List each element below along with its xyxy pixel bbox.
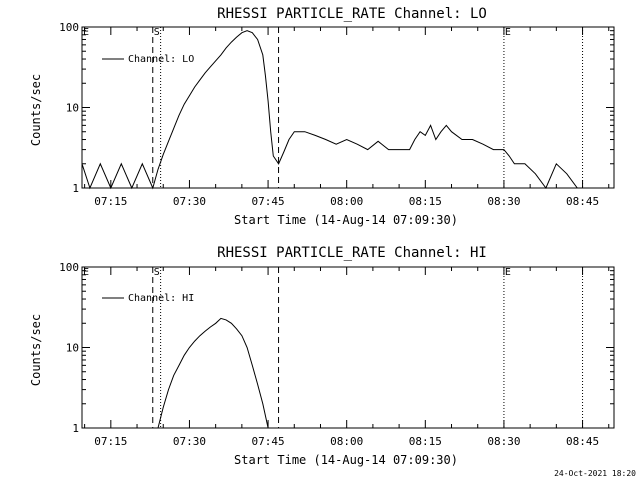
y-tick-label: 1 — [72, 182, 79, 195]
timestamp: 24-Oct-2021 18:20 — [554, 469, 636, 478]
x-tick-label: 07:30 — [173, 195, 206, 208]
series-line — [157, 317, 269, 429]
marker-label: S — [154, 267, 160, 278]
x-tick-label: 07:15 — [94, 435, 127, 448]
x-axis-label: Start Time (14-Aug-14 07:09:30) — [234, 453, 458, 467]
y-axis-label: Counts/sec — [29, 314, 43, 386]
y-tick-label: 1 — [72, 422, 79, 435]
marker-label: E — [83, 27, 89, 38]
y-tick-label: 10 — [66, 102, 79, 115]
x-tick-label: 08:15 — [409, 435, 442, 448]
y-tick-label: 100 — [59, 21, 79, 34]
x-axis-label: Start Time (14-Aug-14 07:09:30) — [234, 213, 458, 227]
plot-frame — [81, 26, 615, 189]
y-tick-label: 100 — [59, 261, 79, 274]
x-tick-label: 08:30 — [487, 435, 520, 448]
x-tick-label: 08:45 — [566, 435, 599, 448]
marker-label: S — [154, 27, 160, 38]
series-line — [81, 30, 588, 190]
x-tick-label: 07:45 — [252, 195, 285, 208]
marker-label: E — [505, 27, 511, 38]
x-tick-label: 07:45 — [252, 435, 285, 448]
chart-panel-hi: RHESSI PARTICLE_RATE Channel: HI Start T… — [29, 245, 615, 467]
x-tick-label: 08:00 — [330, 195, 363, 208]
plot-frame — [81, 266, 615, 429]
x-tick-label: 08:30 — [487, 195, 520, 208]
x-tick-label: 07:30 — [173, 435, 206, 448]
legend-label: Channel: LO — [128, 54, 194, 65]
y-axis-label: Counts/sec — [29, 74, 43, 146]
chart-panel-lo: RHESSI PARTICLE_RATE Channel: LO Start T… — [29, 6, 615, 227]
x-tick-label: 08:45 — [566, 195, 599, 208]
x-tick-label: 08:15 — [409, 195, 442, 208]
y-tick-label: 10 — [66, 342, 79, 355]
x-tick-label: 08:00 — [330, 435, 363, 448]
legend-label: Channel: HI — [128, 293, 194, 304]
chart-title: RHESSI PARTICLE_RATE Channel: HI — [217, 245, 487, 261]
marker-label: E — [83, 267, 89, 278]
chart-title: RHESSI PARTICLE_RATE Channel: LO — [217, 6, 487, 22]
x-tick-label: 07:15 — [94, 195, 127, 208]
marker-label: E — [505, 267, 511, 278]
